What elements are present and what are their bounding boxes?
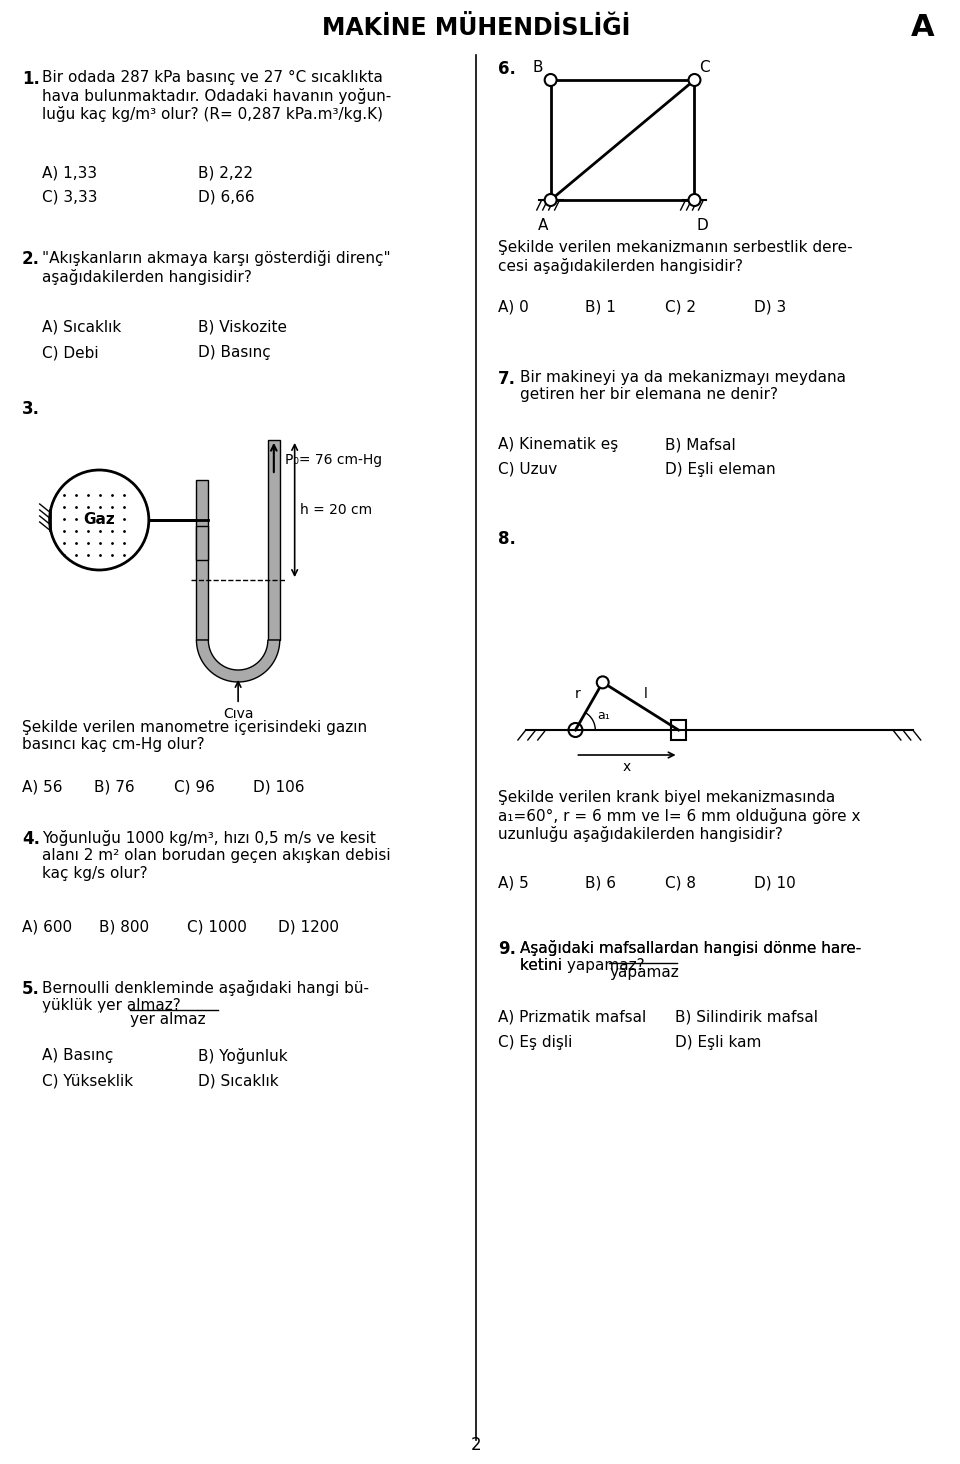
Polygon shape	[197, 640, 279, 682]
Text: Aşağıdaki mafsallardan hangisi dönme hare-
ketini: Aşağıdaki mafsallardan hangisi dönme har…	[520, 940, 861, 974]
Text: Gaz: Gaz	[84, 512, 115, 527]
Circle shape	[688, 195, 701, 206]
Text: D) 6,66: D) 6,66	[199, 190, 255, 205]
Text: B: B	[532, 60, 542, 75]
Text: C) 1000: C) 1000	[186, 919, 247, 935]
Text: Şekilde verilen manometre içerisindeki gazın
basıncı kaç cm-Hg olur?: Şekilde verilen manometre içerisindeki g…	[22, 720, 367, 752]
Text: Bir makineyi ya da mekanizmayı meydana
getiren her bir elemana ne denir?: Bir makineyi ya da mekanizmayı meydana g…	[520, 370, 846, 403]
Text: D) Eşli eleman: D) Eşli eleman	[664, 463, 776, 477]
Text: r: r	[574, 687, 580, 701]
Text: D) 1200: D) 1200	[277, 919, 339, 935]
Text: D) Eşli kam: D) Eşli kam	[675, 1035, 761, 1050]
Text: B) 76: B) 76	[94, 780, 134, 795]
Text: 6.: 6.	[498, 60, 516, 78]
Text: 3.: 3.	[22, 400, 39, 419]
Text: A) 5: A) 5	[498, 875, 529, 890]
Text: Aşağıdaki mafsallardan hangisi dönme hare-
ketini yapamaz?: Aşağıdaki mafsallardan hangisi dönme har…	[520, 940, 861, 974]
Text: B) 1: B) 1	[586, 300, 616, 315]
Text: Şekilde verilen mekanizmanın serbestlik dere-
cesi aşağıdakilerden hangisidir?: Şekilde verilen mekanizmanın serbestlik …	[498, 240, 852, 274]
Text: A) 0: A) 0	[498, 300, 529, 315]
Text: MAKİNE MÜHENDİSLİĞİ: MAKİNE MÜHENDİSLİĞİ	[322, 16, 631, 40]
Text: D) Basınç: D) Basınç	[199, 346, 271, 360]
Text: B) 2,22: B) 2,22	[199, 165, 253, 180]
Text: C) 3,33: C) 3,33	[41, 190, 97, 205]
Text: büyüklük: büyüklük	[41, 1012, 116, 1028]
Circle shape	[544, 195, 557, 206]
Text: D: D	[697, 218, 708, 233]
Text: "Akışkanların akmaya karşı gösterdiği direnç"
aşağıdakilerden hangisidir?: "Akışkanların akmaya karşı gösterdiği di…	[41, 250, 391, 284]
Bar	[197, 480, 208, 640]
Text: 4.: 4.	[22, 830, 39, 848]
Text: C: C	[700, 60, 710, 75]
Text: B) Viskozite: B) Viskozite	[199, 321, 287, 335]
Text: Bernoulli denkleminde aşağıdaki hangi bü-
yüklük yer almaz?: Bernoulli denkleminde aşağıdaki hangi bü…	[41, 979, 369, 1013]
Text: B) Silindirik mafsal: B) Silindirik mafsal	[675, 1010, 818, 1025]
Text: A: A	[538, 218, 548, 233]
Text: Şekilde verilen krank biyel mekanizmasında
a₁=60°, r = 6 mm ve l= 6 mm olduğuna : Şekilde verilen krank biyel mekanizmasın…	[498, 791, 860, 842]
Circle shape	[568, 723, 583, 736]
Text: A: A	[911, 13, 934, 42]
Text: B) Mafsal: B) Mafsal	[664, 436, 735, 452]
Text: D) Sıcaklık: D) Sıcaklık	[199, 1073, 279, 1088]
Text: 1.: 1.	[22, 70, 39, 88]
Text: C) Uzuv: C) Uzuv	[498, 463, 558, 477]
Bar	[197, 526, 208, 561]
Text: 5.: 5.	[22, 979, 39, 998]
Text: a₁: a₁	[597, 709, 610, 722]
Text: 2.: 2.	[22, 250, 39, 268]
Text: C) 8: C) 8	[664, 875, 696, 890]
Text: yer almaz: yer almaz	[130, 1012, 205, 1028]
Text: A) Prizmatik mafsal: A) Prizmatik mafsal	[498, 1010, 646, 1025]
Circle shape	[597, 676, 609, 688]
Text: 8.: 8.	[498, 530, 516, 548]
Text: Cıva: Cıva	[223, 682, 253, 720]
Text: C) Eş dişli: C) Eş dişli	[498, 1035, 572, 1050]
Text: l: l	[643, 687, 647, 701]
Text: 9.: 9.	[498, 940, 516, 957]
Text: B) Yoğunluk: B) Yoğunluk	[199, 1048, 288, 1064]
Text: x: x	[623, 760, 631, 774]
Text: h = 20 cm: h = 20 cm	[300, 504, 372, 517]
Text: A) 1,33: A) 1,33	[41, 165, 97, 180]
Text: B) 6: B) 6	[586, 875, 616, 890]
Text: B) 800: B) 800	[99, 919, 150, 935]
Text: C) Yükseklik: C) Yükseklik	[41, 1073, 132, 1088]
Text: A) 56: A) 56	[22, 780, 62, 795]
Text: yapamaz: yapamaz	[610, 965, 679, 979]
Bar	[268, 441, 279, 640]
Text: C) 96: C) 96	[174, 780, 214, 795]
Text: 2: 2	[471, 1436, 482, 1454]
Text: A) Basınç: A) Basınç	[41, 1048, 113, 1063]
Text: C) 2: C) 2	[664, 300, 696, 315]
Text: D) 106: D) 106	[253, 780, 304, 795]
Text: D) 10: D) 10	[754, 875, 796, 890]
Text: A) Kinematik eş: A) Kinematik eş	[498, 436, 618, 452]
Text: Bir odada 287 kPa basınç ve 27 °C sıcaklıkta
hava bulunmaktadır. Odadaki havanın: Bir odada 287 kPa basınç ve 27 °C sıcakl…	[41, 70, 391, 122]
Text: C) Debi: C) Debi	[41, 346, 98, 360]
Circle shape	[544, 75, 557, 86]
Text: A) 600: A) 600	[22, 919, 72, 935]
Text: P₀= 76 cm-Hg: P₀= 76 cm-Hg	[285, 452, 382, 467]
Text: 7.: 7.	[498, 370, 516, 388]
Text: A) Sıcaklık: A) Sıcaklık	[41, 321, 121, 335]
Text: Yoğunluğu 1000 kg/m³, hızı 0,5 m/s ve kesit
alanı 2 m² olan borudan geçen akışka: Yoğunluğu 1000 kg/m³, hızı 0,5 m/s ve ke…	[41, 830, 391, 881]
Bar	[670, 720, 686, 739]
Text: D) 3: D) 3	[754, 300, 786, 315]
Circle shape	[688, 75, 701, 86]
